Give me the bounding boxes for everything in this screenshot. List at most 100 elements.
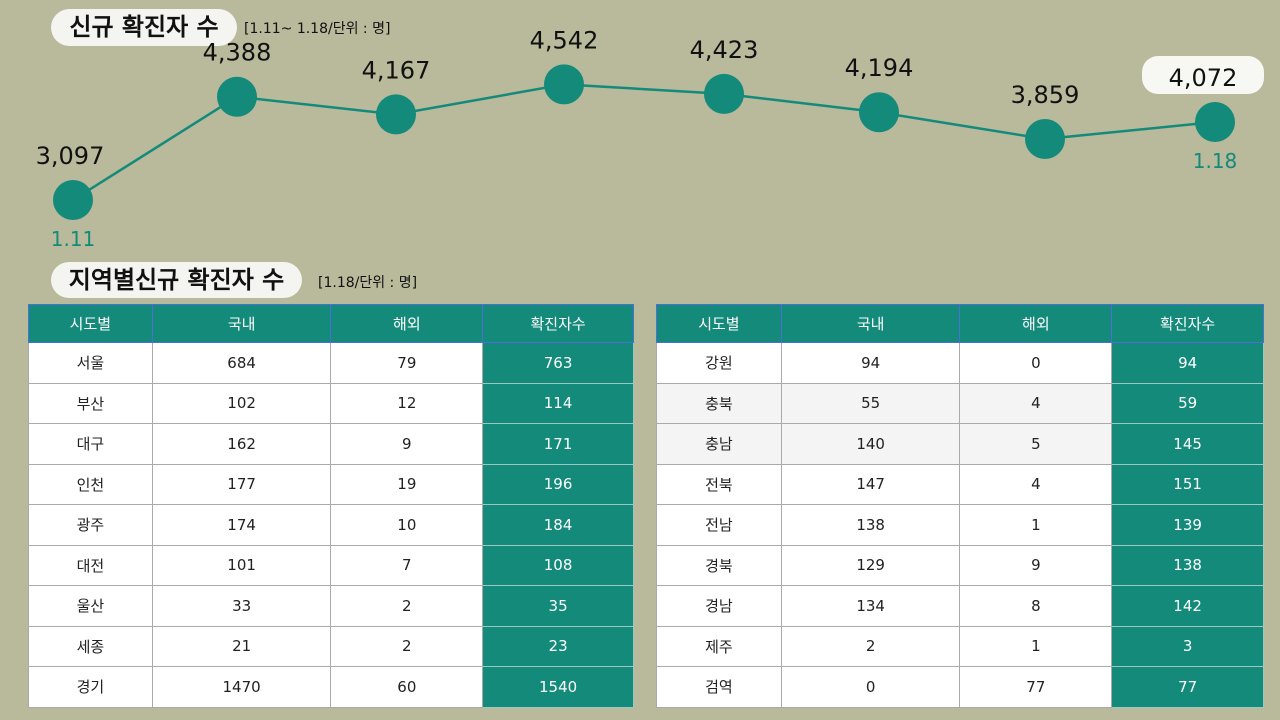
value-label-bg — [1142, 56, 1264, 94]
table-cell: 162 — [151, 423, 332, 465]
region-table-right: 시도별 국내 해외 확진자수 강원 94 0 94 충북 55 4 59 충남 140 5 145 전북 147 4… — [656, 304, 1264, 708]
table-cell: 763 — [482, 342, 634, 384]
table-cell: 9 — [330, 423, 484, 465]
table-cell: 12 — [330, 382, 484, 424]
table-cell: 21 — [151, 625, 332, 667]
table-cell: 대전 — [28, 544, 153, 586]
table-cell: 전남 — [656, 504, 782, 546]
table-cell: 114 — [482, 382, 634, 424]
table-cell: 101 — [151, 544, 332, 586]
table-cell: 60 — [330, 666, 484, 708]
table-row: 부산 102 12 114 — [28, 382, 634, 424]
value-label: 4,542 — [530, 26, 599, 54]
table-cell: 8 — [959, 585, 1113, 627]
table-cell: 2 — [780, 625, 961, 667]
value-label: 3,859 — [1011, 81, 1080, 109]
table-row: 제주 2 1 3 — [656, 625, 1264, 667]
table-row: 서울 684 79 763 — [28, 342, 634, 384]
table-cell: 0 — [780, 666, 961, 708]
series-line — [72, 83, 1216, 202]
data-point — [544, 64, 584, 105]
column-header: 해외 — [330, 304, 484, 343]
table-cell: 경북 — [656, 544, 782, 586]
table-cell: 23 — [482, 625, 634, 667]
value-label: 4,388 — [203, 39, 272, 67]
table-row: 대구 162 9 171 — [28, 423, 634, 465]
table-cell: 140 — [780, 423, 961, 465]
table-cell: 충북 — [656, 382, 782, 424]
value-label: 4,167 — [362, 56, 431, 84]
value-label: 4,423 — [690, 36, 759, 64]
column-header: 시도별 — [28, 304, 153, 343]
column-header: 확진자수 — [482, 304, 634, 343]
column-header: 시도별 — [656, 304, 782, 343]
table-cell: 세종 — [28, 625, 153, 667]
table-cell: 5 — [959, 423, 1113, 465]
table-cell: 184 — [482, 504, 634, 546]
table-row: 충남 140 5 145 — [656, 423, 1264, 465]
table-cell: 177 — [151, 463, 332, 505]
table-cell: 33 — [151, 585, 332, 627]
table-cell: 94 — [780, 342, 961, 384]
table-cell: 전북 — [656, 463, 782, 505]
table-cell: 129 — [780, 544, 961, 586]
value-label: 3,097 — [36, 142, 105, 170]
table-cell: 55 — [780, 382, 961, 424]
data-point — [1025, 119, 1065, 160]
table-cell: 울산 — [28, 585, 153, 627]
table-row: 전남 138 1 139 — [656, 504, 1264, 546]
table-cell: 59 — [1111, 382, 1264, 424]
table-cell: 7 — [330, 544, 484, 586]
header-row: 시도별 국내 해외 확진자수 — [656, 304, 1264, 343]
table-cell: 인천 — [28, 463, 153, 505]
table-cell: 충남 — [656, 423, 782, 465]
table-cell: 134 — [780, 585, 961, 627]
table-row: 검역 0 77 77 — [656, 666, 1264, 708]
table-cell: 138 — [780, 504, 961, 546]
table-cell: 145 — [1111, 423, 1264, 465]
data-point — [217, 76, 257, 117]
table-row: 광주 174 10 184 — [28, 504, 634, 546]
table-cell: 광주 — [28, 504, 153, 546]
table-row: 세종 21 2 23 — [28, 625, 634, 667]
chart-title: 신규 확진자 수 — [51, 9, 237, 46]
chart-subtitle: [1.11~ 1.18/단위 : 명] — [244, 21, 391, 37]
table-subtitle: [1.18/단위 : 명] — [318, 275, 418, 291]
table-row: 인천 177 19 196 — [28, 463, 634, 505]
table-cell: 684 — [151, 342, 332, 384]
region-table-left: 시도별 국내 해외 확진자수 서울 684 79 763 부산 102 12 114 대구 162 9 171… — [28, 304, 634, 708]
table-cell: 경기 — [28, 666, 153, 708]
table-cell: 강원 — [656, 342, 782, 384]
table-cell: 142 — [1111, 585, 1264, 627]
table-row: 강원 94 0 94 — [656, 342, 1264, 384]
value-label: 4,194 — [845, 54, 914, 82]
table-cell: 108 — [482, 544, 634, 586]
table-cell: 1 — [959, 625, 1113, 667]
data-point — [704, 73, 744, 114]
table-cell: 제주 — [656, 625, 782, 667]
table-row: 경북 129 9 138 — [656, 544, 1264, 586]
table-cell: 검역 — [656, 666, 782, 708]
table-cell: 77 — [1111, 666, 1264, 708]
date-label: 1.11 — [51, 227, 96, 251]
column-header: 확진자수 — [1111, 304, 1264, 343]
data-point — [376, 94, 416, 135]
table-cell: 2 — [330, 625, 484, 667]
table-cell: 94 — [1111, 342, 1264, 384]
date-label: 1.18 — [1193, 149, 1238, 173]
table-cell: 151 — [1111, 463, 1264, 505]
table-cell: 196 — [482, 463, 634, 505]
table-row: 전북 147 4 151 — [656, 463, 1264, 505]
column-header: 해외 — [959, 304, 1113, 343]
column-header: 국내 — [780, 304, 961, 343]
table-row: 충북 55 4 59 — [656, 382, 1264, 424]
data-point — [1195, 102, 1235, 142]
table-cell: 2 — [330, 585, 484, 627]
table-cell: 3 — [1111, 625, 1264, 667]
table-cell: 174 — [151, 504, 332, 546]
column-header: 국내 — [151, 304, 332, 343]
table-cell: 4 — [959, 382, 1113, 424]
table-cell: 4 — [959, 463, 1113, 505]
data-point — [53, 180, 93, 220]
table-cell: 대구 — [28, 423, 153, 465]
